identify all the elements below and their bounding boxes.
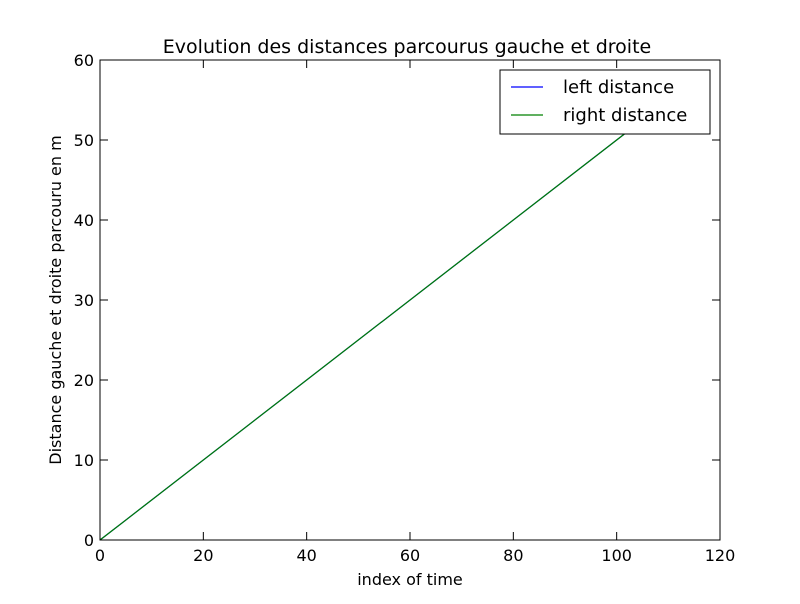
- y-tick-label: 0: [84, 531, 94, 550]
- x-tick-label: 0: [95, 546, 105, 565]
- series-line-right-distance: [99, 131, 628, 541]
- y-tick-label: 50: [74, 131, 94, 150]
- legend: left distance right distance: [499, 69, 711, 135]
- x-tick-label: 80: [503, 546, 523, 565]
- chart-title: Evolution des distances parcourus gauche…: [163, 36, 651, 58]
- legend-box: [499, 69, 711, 135]
- x-tick-label: 20: [193, 546, 213, 565]
- x-axis-label: index of time: [357, 570, 463, 589]
- legend-label-right: right distance: [563, 105, 687, 126]
- legend-label-left: left distance: [563, 77, 674, 98]
- x-tick-label: 100: [601, 546, 632, 565]
- y-tick-label: 30: [74, 291, 94, 310]
- y-tick-label: 10: [74, 451, 94, 470]
- series-lines: [99, 131, 628, 541]
- y-axis-label: Distance gauche et droite parcouru en m: [46, 135, 65, 464]
- plot-frame: [99, 59, 721, 541]
- y-tick-label: 60: [74, 51, 94, 70]
- y-tick-label: 20: [74, 371, 94, 390]
- ticks-layer: 0 20 40 60 80 100 120 0 10 20 30 40 50 60: [74, 51, 736, 565]
- y-tick-label: 40: [74, 211, 94, 230]
- x-tick-label: 60: [400, 546, 420, 565]
- x-tick-label: 120: [705, 546, 736, 565]
- x-tick-label: 40: [296, 546, 316, 565]
